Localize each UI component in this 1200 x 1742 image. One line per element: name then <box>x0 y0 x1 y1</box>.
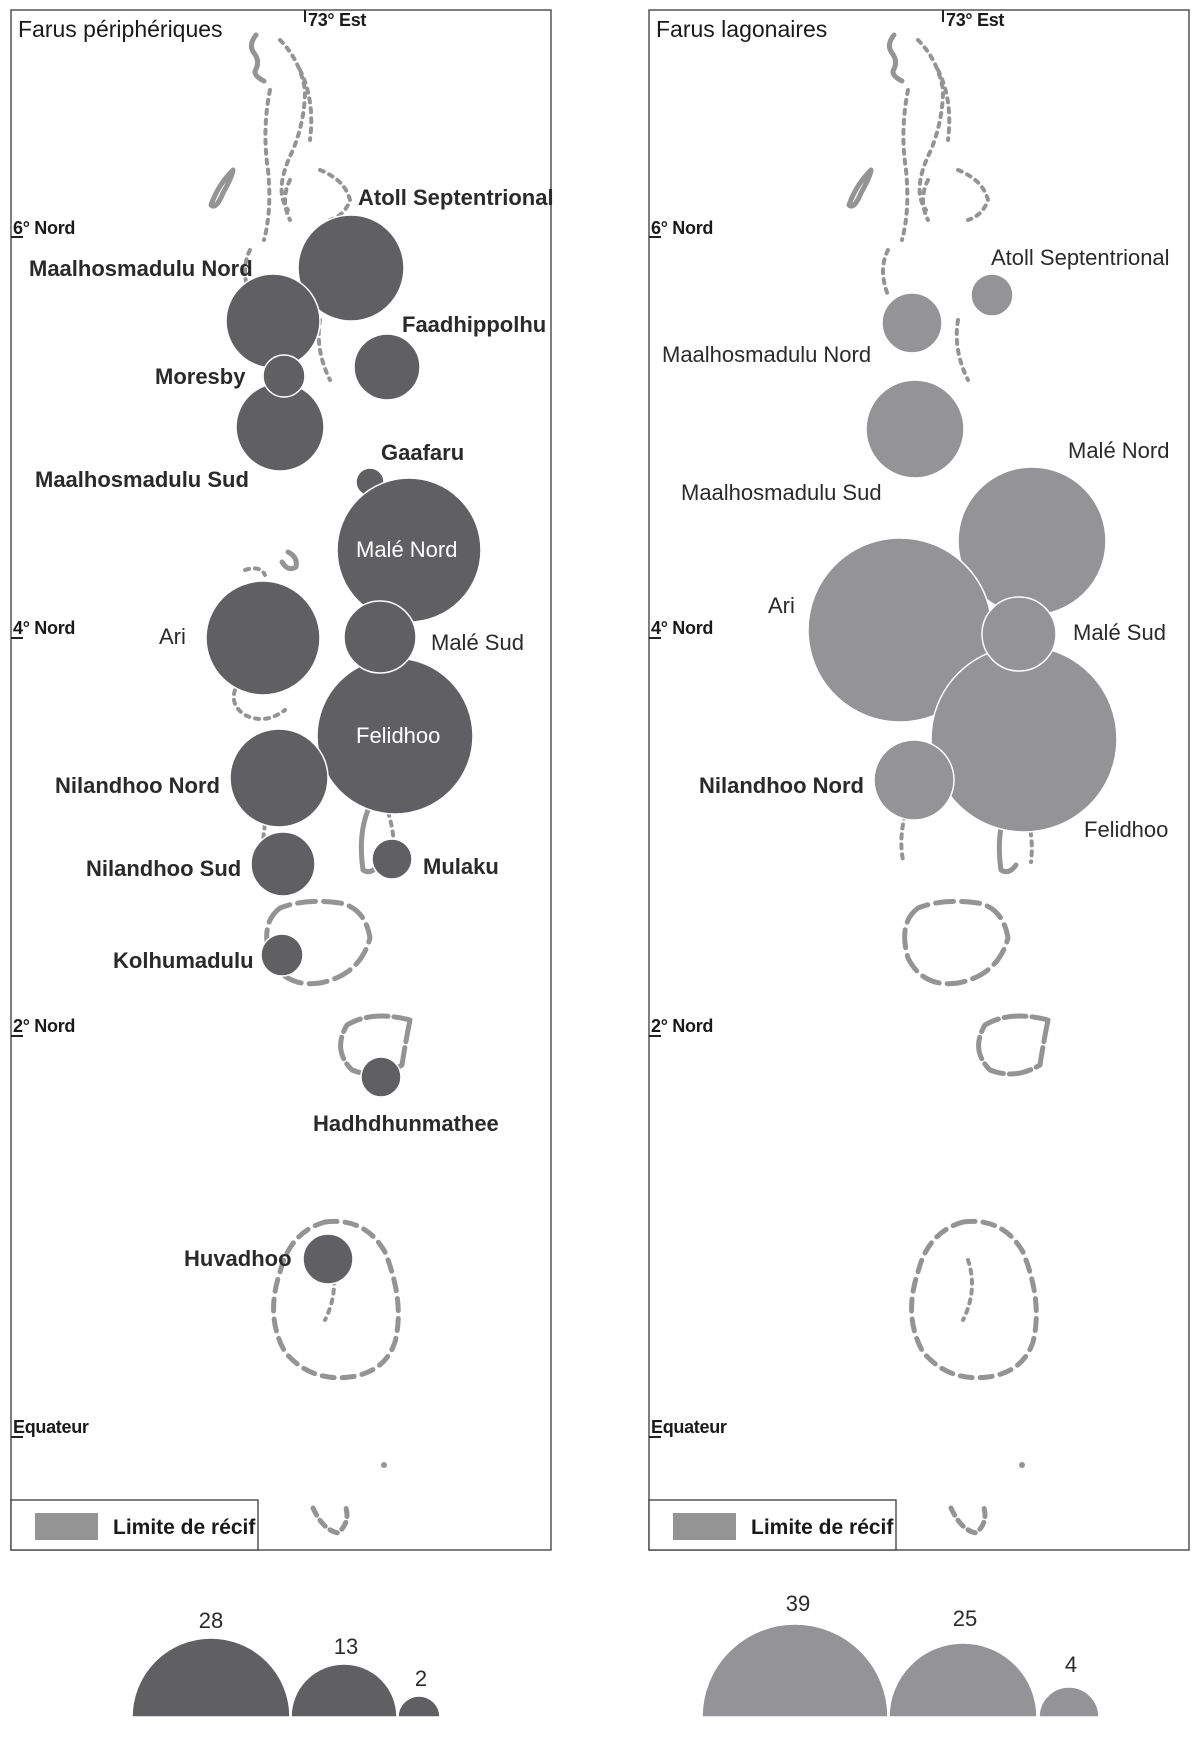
atoll-label: Atoll Septentrional <box>358 185 554 210</box>
atoll-label: Nilandhoo Nord <box>699 773 864 798</box>
atoll-circle <box>865 379 965 479</box>
atoll-circle <box>981 596 1057 672</box>
panel-lagoonal: Farus lagonaires 73° Est 6° Nord 4° Nord… <box>648 9 1190 1718</box>
atoll-label: Malé Sud <box>1073 620 1166 645</box>
lat-label: 4° Nord <box>13 618 75 638</box>
atoll-label: Nilandhoo Sud <box>86 856 241 881</box>
panel-peripheral: Farus périphériques 73° Est 6° Nord 4° N… <box>10 9 554 1718</box>
atoll-circle <box>970 273 1014 317</box>
meridian-label: 73° Est <box>946 10 1004 30</box>
atoll-circle <box>297 214 405 322</box>
atoll-circle <box>360 1056 402 1098</box>
size-legend-value: 2 <box>415 1666 427 1691</box>
lat-label: Equateur <box>651 1417 727 1437</box>
atoll-label: Atoll Septentrional <box>991 245 1170 270</box>
atoll-circle <box>343 600 417 674</box>
size-legend-circle <box>1038 1686 1100 1718</box>
atoll-circle <box>881 292 943 354</box>
size-legend-circle <box>131 1637 291 1718</box>
size-legend-value: 25 <box>953 1606 977 1631</box>
atoll-label: Gaafaru <box>381 440 464 465</box>
lat-label: 6° Nord <box>13 218 75 238</box>
atoll-label: Ari <box>159 624 186 649</box>
lat-label: Equateur <box>13 1417 89 1437</box>
panel-title: Farus lagonaires <box>656 16 827 42</box>
size-legend-circle <box>888 1642 1038 1718</box>
size-legend-circle <box>701 1623 889 1718</box>
atoll-label: Malé Sud <box>431 630 524 655</box>
atoll-label: Malé Nord <box>356 537 457 562</box>
legend-label: Limite de récif <box>751 1516 894 1539</box>
size-legend-circle <box>397 1695 441 1718</box>
atoll-label: Ari <box>768 593 795 618</box>
atoll-label: Maalhosmadulu Sud <box>681 480 882 505</box>
atoll-label: Malé Nord <box>1068 438 1169 463</box>
atoll-label: Maalhosmadulu Nord <box>662 342 871 367</box>
atoll-circle <box>873 739 955 821</box>
atoll-circle <box>262 354 306 398</box>
atoll-label: Huvadhoo <box>184 1246 292 1271</box>
meridian-label: 73° Est <box>308 10 366 30</box>
atoll-circle <box>930 645 1118 833</box>
atoll-label: Nilandhoo Nord <box>55 773 220 798</box>
legend-swatch <box>673 1513 736 1540</box>
legend-swatch <box>35 1513 98 1540</box>
atoll-circle <box>229 728 329 828</box>
legend-label: Limite de récif <box>113 1516 256 1539</box>
atoll-circle <box>353 333 421 401</box>
lat-label: 2° Nord <box>13 1016 75 1036</box>
size-legend-value: 39 <box>786 1591 810 1616</box>
atoll-circle <box>205 580 321 696</box>
lat-label: 6° Nord <box>651 218 713 238</box>
size-legend-value: 28 <box>199 1608 223 1633</box>
atoll-label: Faadhippolhu <box>402 312 546 337</box>
size-legend-value: 13 <box>334 1634 358 1659</box>
atoll-label: Felidhoo <box>1084 817 1168 842</box>
atoll-label: Maalhosmadulu Nord <box>29 256 253 281</box>
atoll-circle <box>250 831 316 897</box>
size-legend-value: 4 <box>1065 1652 1077 1677</box>
panel-title: Farus périphériques <box>18 16 223 42</box>
atoll-label: Maalhosmadulu Sud <box>35 467 249 492</box>
atoll-label: Moresby <box>155 364 246 389</box>
atoll-label: Kolhumadulu <box>113 948 254 973</box>
atoll-label: Mulaku <box>423 854 499 879</box>
size-legend-circle <box>290 1663 398 1718</box>
atoll-label: Felidhoo <box>356 723 440 748</box>
atoll-circle <box>260 933 304 977</box>
atoll-circle <box>302 1233 354 1285</box>
atoll-circle <box>225 273 321 369</box>
lat-label: 2° Nord <box>651 1016 713 1036</box>
atoll-label: Hadhdhunmathee <box>313 1111 499 1136</box>
lat-label: 4° Nord <box>651 618 713 638</box>
atoll-circle <box>371 838 413 880</box>
